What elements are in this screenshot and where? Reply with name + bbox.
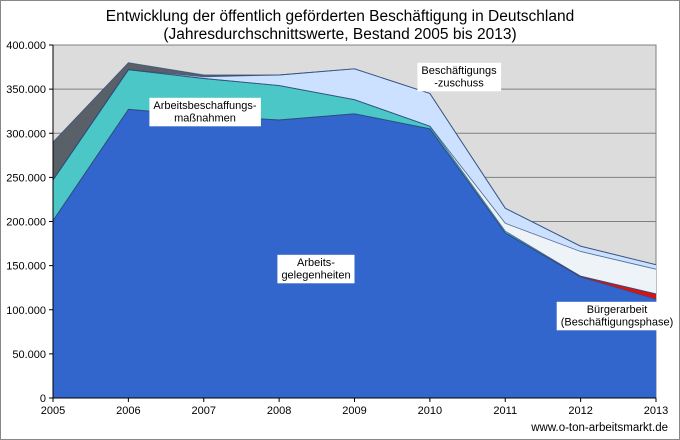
x-tick-label-2005: 2005	[41, 405, 65, 417]
x-tick-label-2013: 2013	[644, 405, 668, 417]
x-tick-label-2008: 2008	[267, 405, 291, 417]
y-tick-label-4: 200.000	[6, 217, 46, 229]
area-sonstige	[53, 69, 656, 294]
label-box-b-rgerarbeit-besch-ftigungsphase-	[556, 301, 678, 331]
y-tick-label-5: 250.000	[6, 172, 46, 184]
label-text-besch-ftigungszuschuss: Beschäftigungs -zuschuss	[421, 65, 497, 90]
area-arbeitsgelegenheiten	[53, 109, 656, 399]
y-tick-label-0: 0	[40, 393, 46, 405]
x-tick-label-2007: 2007	[192, 405, 216, 417]
label-b-rgerarbeit-besch-ftigungsphase-: Bürgerarbeit (Beschäftigungsphase)	[556, 301, 678, 331]
x-tick-label-2012: 2012	[568, 405, 592, 417]
area-besch-ftigungszuschuss	[53, 68, 656, 270]
label-text-arbeitsbeschaffungsma-nahmen: Arbeitsbeschaffungs-maßnahmen	[153, 100, 256, 125]
x-tick-label-2010: 2010	[418, 405, 442, 417]
x-tick-label-2011: 2011	[493, 405, 517, 417]
chart-subtitle: (Jahresdurchschnittswerte, Bestand 2005 …	[163, 26, 516, 43]
label-arbeitsbeschaffungsma-nahmen: Arbeitsbeschaffungs-maßnahmen	[149, 97, 261, 127]
label-box-arbeitsgelegenheiten	[277, 254, 355, 284]
area-weitere	[53, 62, 656, 265]
y-tick-label-8: 400.000	[6, 40, 46, 52]
series-labels: Arbeits-gelegenheiten Bürgerarbeit (Beschä…	[149, 62, 678, 331]
source-credit: www.o-ton-arbeitsmarkt.de	[530, 422, 668, 434]
y-tick-label-1: 50.000	[12, 349, 46, 361]
label-arbeitsgelegenheiten: Arbeits-gelegenheiten	[277, 254, 355, 284]
y-tick-label-7: 350.000	[6, 84, 46, 96]
axes: 0 50.000 100.000 150.000 200.000 250.000 300.0…	[6, 40, 668, 417]
x-tick-label-2006: 2006	[116, 405, 140, 417]
label-box-besch-ftigungszuschuss	[417, 62, 502, 92]
label-text-arbeitsgelegenheiten: Arbeits-gelegenheiten	[281, 257, 350, 282]
y-tick-label-2: 100.000	[6, 305, 46, 317]
boundary-line-5	[52, 62, 657, 266]
y-tick-label-6: 300.000	[6, 128, 46, 140]
chart-title: Entwicklung der öffentlich geförderten B…	[106, 8, 574, 25]
series-boundaries	[52, 62, 657, 300]
label-text-b-rgerarbeit-besch-ftigungsphase-: Bürgerarbeit (Beschäftigungsphase)	[561, 304, 674, 329]
y-tick-label-3: 150.000	[6, 261, 46, 273]
area-b-rgerarbeit-besch-ftigungsphase-	[53, 109, 656, 300]
x-tick-label-2009: 2009	[342, 405, 366, 417]
label-besch-ftigungszuschuss: Beschäftigungs -zuschuss	[417, 62, 502, 92]
label-box-arbeitsbeschaffungsma-nahmen	[149, 97, 261, 127]
boundary-line-3	[52, 69, 657, 270]
